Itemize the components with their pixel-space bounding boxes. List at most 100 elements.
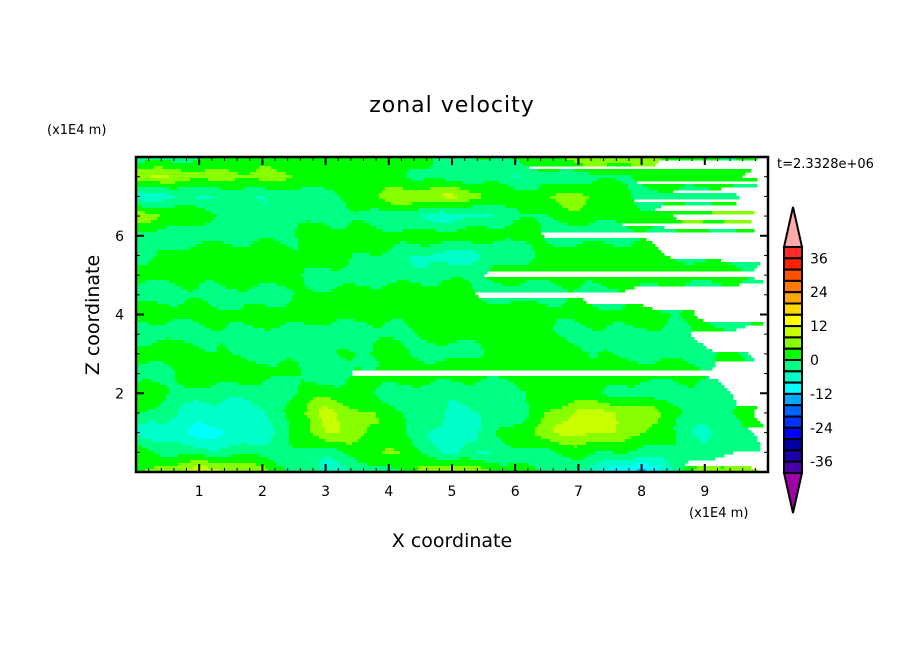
contour-cell: [136, 226, 167, 230]
contour-cell: [136, 184, 509, 188]
colorbar-box: [783, 404, 803, 418]
contour-cell: [673, 427, 695, 431]
colorbar-box: [783, 279, 803, 294]
contour-cell: [307, 220, 311, 224]
contour-cell: [136, 205, 143, 209]
contour-cell: [490, 268, 743, 272]
contour-cell: [709, 436, 758, 440]
contour-cell: [679, 415, 737, 419]
contour-cell: [457, 340, 476, 344]
contour-cell: [478, 436, 500, 440]
contour-cell: [541, 436, 632, 440]
contour-cell: [136, 235, 296, 239]
contour-cell: [616, 430, 647, 434]
contour-cell: [709, 439, 758, 443]
contour-cell: [562, 205, 584, 209]
contour-cell: [142, 205, 176, 209]
contour-cell: [589, 352, 599, 356]
contour-cell: [568, 298, 584, 302]
contour-cell: [541, 223, 569, 227]
contour-cell: [469, 406, 530, 410]
contour-cell: [202, 298, 293, 302]
contour-cell: [478, 157, 491, 161]
contour-cell: [520, 175, 632, 179]
contour-cell: [325, 427, 341, 431]
contour-cell: [379, 418, 407, 422]
contour-cell: [265, 412, 287, 416]
contour-cell: [274, 430, 290, 434]
contour-cell: [409, 259, 479, 263]
contour-cell: [742, 424, 764, 428]
contour-cell: [136, 211, 146, 215]
contour-cell: [472, 409, 530, 413]
contour-cell: [136, 298, 188, 302]
contour-cell: [436, 427, 482, 431]
contour-cell: [451, 379, 482, 383]
contour-cell: [604, 349, 608, 353]
contour-cell: [685, 202, 713, 206]
contour-cell: [583, 349, 605, 353]
contour-cell: [403, 412, 446, 416]
contour-cell: [205, 208, 350, 212]
contour-cell: [286, 244, 299, 248]
contour-cell: [457, 229, 542, 233]
contour-cell: [682, 310, 695, 314]
colorbar-box: [783, 291, 803, 305]
contour-cell: [136, 457, 269, 461]
contour-cell: [583, 283, 602, 287]
contour-cell: [340, 463, 368, 467]
contour-cell: [223, 400, 251, 404]
contour-cell: [511, 157, 566, 161]
contour-cell: [379, 337, 395, 341]
contour-cell: [382, 253, 434, 257]
contour-cell: [565, 157, 662, 161]
contour-cell: [355, 283, 389, 287]
contour-cell: [520, 388, 605, 392]
contour-cell: [322, 421, 341, 425]
contour-cell: [136, 247, 191, 251]
contour-cell: [136, 160, 146, 164]
contour-cell: [361, 436, 410, 440]
contour-cell: [430, 244, 533, 248]
contour-cell: [481, 346, 581, 350]
contour-cell: [187, 298, 203, 302]
contour-cell: [253, 325, 281, 329]
contour-cell: [229, 445, 293, 449]
contour-cell: [292, 247, 299, 251]
contour-cell: [667, 319, 686, 323]
contour-cell: [274, 460, 320, 464]
contour-cell: [136, 406, 158, 410]
contour-cell: [535, 430, 554, 434]
contour-cell: [598, 400, 668, 404]
colorbar-label: 24: [810, 285, 828, 301]
contour-cell: [562, 421, 620, 425]
contour-cell: [286, 406, 308, 410]
contour-cell: [391, 319, 404, 323]
contour-cell: [661, 328, 692, 332]
contour-cell: [619, 421, 659, 425]
contour-cell: [253, 241, 281, 245]
contour-cell: [337, 400, 383, 404]
contour-cell: [628, 187, 650, 191]
contour-cell: [370, 208, 380, 212]
contour-cell: [301, 274, 485, 278]
contour-cell: [706, 442, 761, 446]
contour-cell: [394, 448, 419, 452]
contour-cell: [307, 286, 338, 290]
contour-cell: [223, 241, 254, 245]
contour-cell: [589, 466, 611, 470]
colorbar: 36 24 12 0 -12 -24 -36: [782, 206, 833, 514]
contour-cell: [529, 412, 545, 416]
contour-cell: [454, 193, 482, 197]
contour-cell: [553, 325, 587, 329]
contour-cell: [286, 412, 305, 416]
contour-cell: [421, 337, 566, 341]
contour-cell: [535, 466, 590, 470]
contour-cell: [403, 319, 557, 323]
contour-cell: [556, 331, 692, 335]
contour-cell: [412, 355, 482, 359]
contour-cell: [301, 382, 317, 386]
contour-cell: [448, 343, 482, 347]
contour-cell: [136, 385, 167, 389]
